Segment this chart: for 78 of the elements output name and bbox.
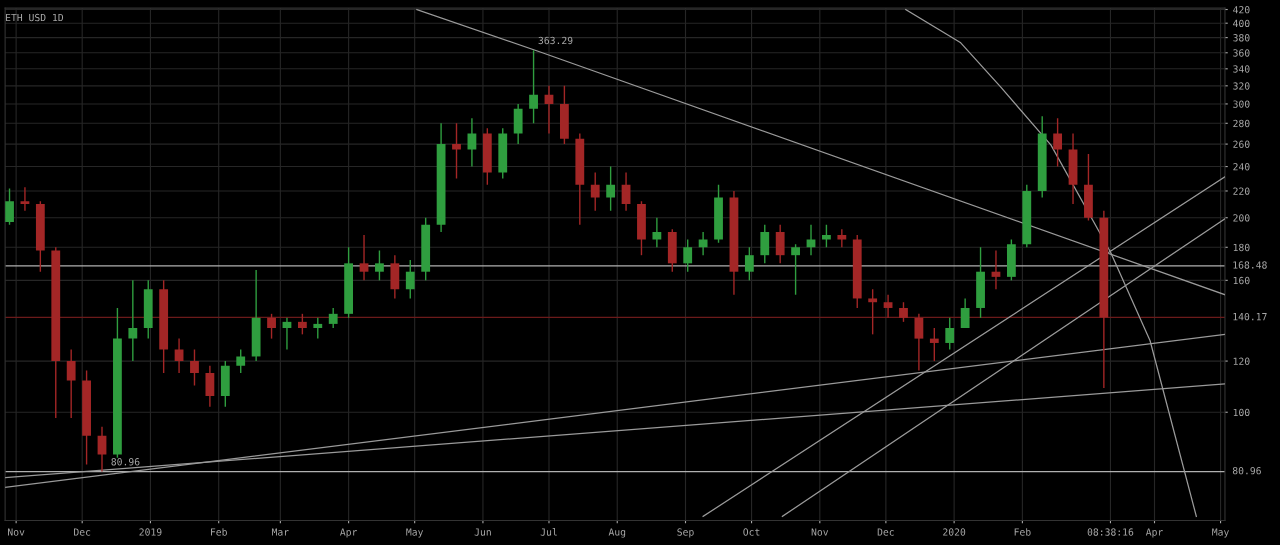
- candlestick: [945, 317, 955, 351]
- candlestick: [744, 246, 754, 282]
- candlestick: [883, 294, 893, 319]
- candlestick: [359, 234, 369, 282]
- candlestick: [822, 224, 831, 248]
- y-tick-label: 240: [1233, 163, 1250, 171]
- candlestick: [467, 117, 477, 168]
- y-tick-label: 120: [1233, 357, 1250, 365]
- candlestick: [590, 171, 600, 212]
- x-tick-label: May: [406, 528, 424, 538]
- x-tick-label: Mar: [271, 528, 289, 536]
- y-tick-label: 200: [1233, 214, 1250, 222]
- candlestick: [297, 313, 307, 336]
- x-tick-label: Jun: [474, 528, 491, 536]
- y-tick-label: 100: [1233, 408, 1250, 417]
- candlestick: [698, 231, 708, 256]
- x-tick-label: Sep: [677, 528, 694, 538]
- x-tick-label: Jul: [540, 528, 557, 536]
- candlestick: [868, 288, 878, 336]
- candlestick: [267, 313, 276, 340]
- candlestick: [205, 365, 215, 408]
- candlestick: [775, 224, 785, 265]
- x-tick-label: Feb: [1014, 528, 1031, 536]
- y-tick-label: 280: [1233, 119, 1250, 128]
- x-tick-label: 2019: [139, 528, 162, 536]
- y-tick-label: 420: [1233, 6, 1250, 14]
- annotation: 363.29: [538, 36, 573, 45]
- x-tick-label: 08:38:16: [1087, 528, 1134, 536]
- candlestick: [960, 297, 970, 329]
- ref-line-label: 140.17: [1233, 312, 1267, 321]
- candlestick: [1053, 117, 1063, 168]
- candlestick: [128, 279, 138, 362]
- candlestick: [452, 122, 461, 180]
- y-tick-label: 380: [1233, 34, 1250, 42]
- y-tick-label: 260: [1233, 140, 1250, 148]
- x-tick-label: Feb: [211, 528, 227, 536]
- candlestick: [899, 301, 908, 323]
- candlestick: [375, 249, 384, 282]
- candlestick: [328, 307, 338, 329]
- candlestick: [405, 259, 415, 300]
- y-tick-label: 300: [1233, 100, 1250, 108]
- candlestick: [606, 165, 616, 212]
- candlestick: [236, 348, 246, 374]
- candlestick: [760, 224, 770, 265]
- y-tick-label: 360: [1233, 49, 1250, 57]
- x-tick-label: Nov: [811, 528, 829, 536]
- candlestick: [529, 49, 538, 124]
- ref-line-label: 168.48: [1233, 261, 1267, 269]
- x-tick-label: Oct: [743, 528, 760, 536]
- y-tick-label: 320: [1233, 82, 1250, 90]
- candlestick: [5, 187, 14, 226]
- x-tick-label: 2020: [943, 528, 966, 536]
- candlestick: [791, 243, 800, 296]
- y-tick-label: 340: [1233, 65, 1250, 73]
- candlestick: [313, 317, 323, 340]
- x-tick-label: Apr: [340, 528, 358, 538]
- candlestick: [66, 348, 76, 419]
- x-tick-label: Dec: [74, 528, 91, 536]
- candlestick: [683, 238, 693, 273]
- y-tick-label: 220: [1233, 187, 1250, 195]
- annotation: 80.96: [111, 458, 140, 466]
- ref-line-label: 80.96: [1232, 467, 1261, 475]
- chart-title: ETH USD 1D: [6, 13, 64, 22]
- x-tick-label: Aug: [608, 528, 626, 538]
- y-tick-label: 180: [1233, 243, 1250, 252]
- y-tick-label: 160: [1233, 276, 1250, 285]
- candlestick: [929, 327, 939, 362]
- candlestick: [97, 425, 107, 473]
- x-tick-label: Apr: [1145, 528, 1163, 538]
- x-tick-label: Dec: [877, 528, 894, 536]
- candlestick: [837, 228, 847, 248]
- candlestick: [652, 217, 662, 248]
- candlestick: [914, 313, 924, 372]
- x-tick-label: Nov: [8, 528, 25, 536]
- x-tick-label: May: [1212, 528, 1229, 538]
- y-tick-label: 400: [1233, 19, 1250, 28]
- candlestick: [190, 348, 199, 387]
- candlestick: [20, 186, 30, 212]
